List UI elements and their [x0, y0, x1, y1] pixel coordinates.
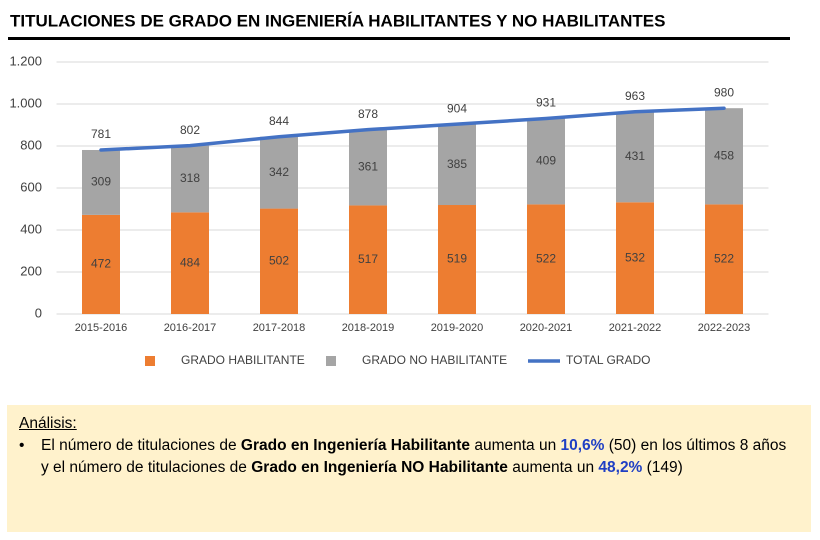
x-tick-label: 2022-2023	[698, 322, 751, 334]
bar-segment	[260, 208, 298, 314]
bar-segment	[349, 129, 387, 206]
data-label: 517	[358, 252, 378, 266]
line-label: 844	[269, 114, 289, 128]
legend-label: TOTAL GRADO	[566, 353, 650, 367]
bar-segment	[705, 204, 743, 314]
line-label: 802	[180, 123, 200, 137]
title-rule	[8, 37, 790, 40]
text-run: aumenta un	[470, 437, 561, 454]
bar-segment	[527, 204, 565, 314]
bullet: •	[19, 437, 25, 454]
x-tick-label: 2017-2018	[253, 322, 306, 334]
data-label: 472	[91, 257, 111, 271]
y-tick-label: 1.200	[9, 53, 42, 68]
legend-swatch	[326, 356, 336, 366]
y-tick-label: 400	[20, 221, 42, 236]
bar-segment	[349, 205, 387, 314]
data-label: 318	[180, 171, 200, 185]
analysis-heading: Análisis:	[19, 415, 77, 432]
chart: TITULACIONES DE GRADO EN INGENIERÍA HABI…	[8, 11, 790, 367]
bar-segment	[616, 202, 654, 314]
bar-segment	[438, 205, 476, 314]
bar-segment	[171, 145, 209, 213]
data-label: 519	[447, 252, 467, 266]
data-label: 361	[358, 160, 378, 174]
data-label: 409	[536, 154, 556, 168]
line-label: 963	[625, 89, 645, 103]
data-label: 532	[625, 250, 645, 264]
text-run: El número de titulaciones de	[41, 437, 241, 454]
y-tick-label: 200	[20, 263, 42, 278]
bar-segment	[260, 136, 298, 209]
text-run: 48,2%	[598, 459, 643, 476]
total-line	[99, 106, 726, 152]
text-run: aumenta un	[507, 459, 599, 476]
x-tick-label: 2018-2019	[342, 322, 395, 334]
text-run: (50) en los últimos 8 años y el número d…	[41, 437, 787, 476]
legend-label: GRADO HABILITANTE	[181, 353, 305, 367]
text-run: Grado en Ingeniería NO Habilitante	[251, 459, 508, 476]
data-label: 309	[91, 175, 111, 189]
x-tick-label: 2015-2016	[75, 322, 128, 334]
legend-label: GRADO NO HABILITANTE	[362, 353, 507, 367]
y-tick-label: 1.000	[9, 95, 42, 110]
x-tick-label: 2021-2022	[609, 322, 662, 334]
bar-segment	[171, 212, 209, 314]
data-label: 502	[269, 253, 289, 267]
line-label: 980	[714, 85, 734, 99]
line-label: 878	[358, 107, 378, 121]
x-tick-label: 2020-2021	[520, 322, 573, 334]
legend-swatch	[145, 356, 155, 366]
x-tick-label: 2019-2020	[431, 322, 484, 334]
data-label: 522	[536, 251, 556, 265]
x-tick-label: 2016-2017	[164, 322, 217, 334]
line-label: 781	[91, 127, 111, 141]
bar-segment	[82, 214, 120, 314]
data-label: 431	[625, 149, 645, 163]
data-label: 522	[714, 251, 734, 265]
y-tick-label: 0	[35, 305, 42, 320]
analysis-text: El número de titulaciones de Grado en In…	[41, 435, 797, 479]
chart-title: TITULACIONES DE GRADO EN INGENIERÍA HABI…	[10, 11, 665, 30]
data-label: 458	[714, 148, 734, 162]
text-run: (149)	[642, 459, 683, 476]
bar-segment	[82, 149, 120, 215]
bar-segment	[705, 108, 743, 205]
text-run: 10,6%	[560, 437, 605, 454]
bar-segment	[438, 124, 476, 206]
analysis-box: Análisis: • El número de titulaciones de…	[7, 405, 811, 532]
text-run: Grado en Ingeniería Habilitante	[240, 437, 471, 454]
line-label: 904	[447, 101, 467, 115]
bar-segment	[616, 111, 654, 203]
data-label: 484	[180, 255, 200, 269]
data-label: 342	[269, 165, 289, 179]
line-label: 931	[536, 96, 556, 110]
data-label: 385	[447, 157, 467, 171]
y-tick-label: 600	[20, 179, 42, 194]
bar-segment	[527, 118, 565, 205]
y-tick-label: 800	[20, 137, 42, 152]
